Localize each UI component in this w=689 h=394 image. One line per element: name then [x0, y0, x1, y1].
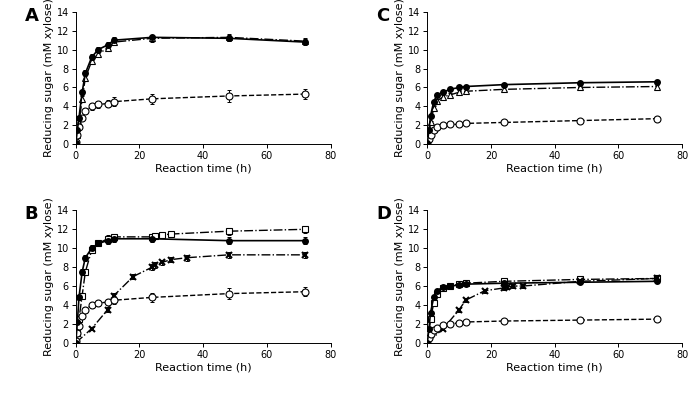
Y-axis label: Reducing sugar (mM xylose): Reducing sugar (mM xylose): [395, 0, 405, 158]
Y-axis label: Reducing sugar (mM xylose): Reducing sugar (mM xylose): [43, 197, 54, 356]
Text: C: C: [376, 7, 390, 24]
Text: A: A: [25, 7, 39, 24]
Text: B: B: [25, 205, 39, 223]
X-axis label: Reaction time (h): Reaction time (h): [506, 164, 603, 174]
Text: D: D: [376, 205, 391, 223]
Y-axis label: Reducing sugar (mM xylose): Reducing sugar (mM xylose): [43, 0, 54, 158]
X-axis label: Reaction time (h): Reaction time (h): [155, 164, 251, 174]
X-axis label: Reaction time (h): Reaction time (h): [155, 362, 251, 372]
Y-axis label: Reducing sugar (mM xylose): Reducing sugar (mM xylose): [395, 197, 405, 356]
X-axis label: Reaction time (h): Reaction time (h): [506, 362, 603, 372]
